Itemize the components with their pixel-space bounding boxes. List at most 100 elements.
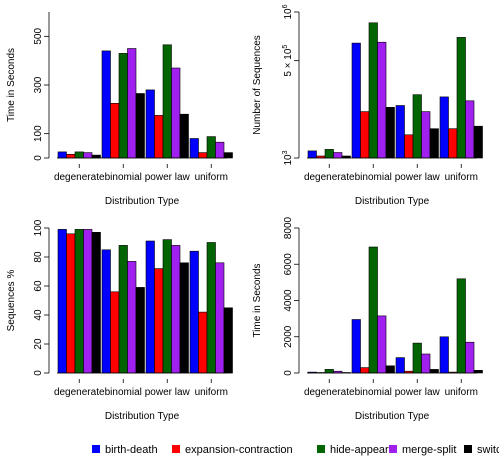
x-tick-label: binomial [105, 387, 142, 398]
legend-swatch-merge-split [389, 445, 397, 453]
bar-expansion-contraction-binomial [110, 103, 120, 159]
x-tick-label: binomial [355, 387, 392, 398]
bar-hide-appear-power-law [412, 94, 422, 159]
x-tick-label: degenerate [54, 172, 105, 183]
bar-switch-uniform [473, 125, 483, 159]
bar-hide-appear-uniform [456, 37, 466, 159]
bar-birth-death-power-law [145, 89, 155, 159]
bar-hide-appear-degenerate [74, 151, 84, 159]
y-tick-label: 6000 [283, 253, 294, 276]
y-tick-label: 100 [33, 219, 44, 236]
y-tick-label: 80 [33, 251, 44, 263]
x-tick-label: uniform [445, 387, 478, 398]
bar-birth-death-binomial [351, 42, 361, 159]
bar-hide-appear-binomial [118, 245, 128, 374]
bar-expansion-contraction-uniform [198, 311, 208, 374]
bar-birth-death-degenerate [57, 151, 67, 159]
bar-hide-appear-uniform [456, 278, 466, 374]
y-axis-label: Number of Sequences [252, 35, 263, 135]
bar-merge-split-power-law [171, 245, 181, 374]
x-axis-label: Distribution Type [105, 411, 180, 422]
bar-switch-power-law [429, 369, 439, 374]
bar-switch-degenerate [91, 232, 101, 374]
bar-merge-split-degenerate [83, 229, 93, 374]
bar-birth-death-uniform [189, 250, 199, 374]
bar-hide-appear-uniform [206, 242, 216, 374]
bar-merge-split-binomial [127, 48, 137, 159]
bar-merge-split-binomial [377, 315, 387, 374]
legend-swatch-expansion-contraction [172, 445, 180, 453]
bar-merge-split-power-law [421, 353, 431, 374]
x-tick-label: power law [145, 172, 191, 183]
y-tick-label: 300 [33, 76, 44, 93]
legend-label-switch: switch [477, 444, 499, 456]
x-tick-label: power law [395, 387, 441, 398]
bar-switch-binomial [135, 287, 145, 374]
bar-switch-degenerate [91, 154, 101, 159]
bar-hide-appear-power-law [412, 342, 422, 374]
bar-switch-uniform [223, 307, 233, 374]
bar-merge-split-uniform [465, 341, 475, 374]
bar-hide-appear-binomial [118, 53, 128, 159]
bar-merge-split-binomial [127, 261, 137, 374]
bar-birth-death-power-law [395, 357, 405, 374]
bar-expansion-contraction-uniform [198, 152, 208, 159]
y-axis-label: Time in Seconds [252, 263, 263, 337]
bar-switch-uniform [223, 152, 233, 159]
bar-expansion-contraction-uniform [448, 128, 458, 159]
y-tick-label: 20 [33, 338, 44, 350]
y-tick-label: 60 [33, 280, 44, 292]
bar-birth-death-degenerate [57, 229, 67, 374]
bar-hide-appear-degenerate [324, 369, 334, 374]
bar-switch-power-law [429, 128, 439, 159]
bar-hide-appear-degenerate [74, 229, 84, 374]
y-tick-label: 0 [33, 155, 44, 161]
y-tick-label: 5 × 105 [282, 45, 294, 77]
bar-merge-split-uniform [215, 262, 225, 374]
chart-panel-3: 0 20 40 60 80 100 degenerate binomial power law u… [6, 219, 233, 422]
bar-switch-binomial [385, 365, 395, 374]
bar-expansion-contraction-degenerate [66, 154, 76, 159]
legend-label-hide-appear: hide-appear [330, 444, 389, 456]
bar-birth-death-uniform [189, 138, 199, 159]
y-axis-label: Time in Seconds [6, 48, 17, 122]
bar-switch-uniform [473, 369, 483, 374]
bar-merge-split-power-law [421, 111, 431, 159]
bar-birth-death-binomial [101, 249, 111, 374]
bar-birth-death-binomial [351, 319, 361, 374]
y-tick-label: 106 [282, 4, 294, 19]
bar-hide-appear-power-law [162, 239, 172, 374]
bar-merge-split-power-law [171, 67, 181, 159]
bar-hide-appear-uniform [206, 136, 216, 159]
bar-expansion-contraction-binomial [360, 367, 370, 374]
bar-expansion-contraction-degenerate [66, 233, 76, 374]
y-tick-label: 40 [33, 309, 44, 321]
legend-label-merge-split: merge-split [402, 444, 456, 456]
x-tick-label: binomial [355, 172, 392, 183]
chart-panel-2: 103 5 × 105 106 degenerate binomial power law… [252, 4, 483, 207]
legend-swatch-switch [464, 445, 472, 453]
x-tick-label: uniform [195, 387, 228, 398]
legend-label-expansion-contraction: expansion-contraction [185, 444, 293, 456]
bar-switch-binomial [385, 107, 395, 159]
bar-expansion-contraction-power-law [154, 115, 164, 159]
bar-switch-power-law [179, 262, 189, 374]
legend-label-birth-death: birth-death [105, 444, 158, 456]
legend-swatch-hide-appear [317, 445, 325, 453]
legend-swatch-birth-death [92, 445, 100, 453]
bar-expansion-contraction-power-law [404, 134, 414, 159]
bar-merge-split-degenerate [333, 152, 343, 159]
x-axis-label: Distribution Type [105, 196, 180, 207]
y-tick-label: 103 [282, 150, 294, 165]
x-tick-label: degenerate [304, 387, 355, 398]
bar-birth-death-power-law [395, 105, 405, 159]
bar-expansion-contraction-power-law [154, 268, 164, 374]
chart-panel-1: 0 100 300 500 degenerate binomial power law uni… [6, 12, 233, 207]
bar-switch-binomial [135, 93, 145, 159]
y-tick-label: 4000 [283, 289, 294, 312]
x-tick-label: binomial [105, 172, 142, 183]
y-tick-label: 8000 [283, 216, 294, 239]
x-tick-label: power law [145, 387, 191, 398]
bar-merge-split-uniform [215, 141, 225, 159]
bar-hide-appear-binomial [368, 246, 378, 374]
